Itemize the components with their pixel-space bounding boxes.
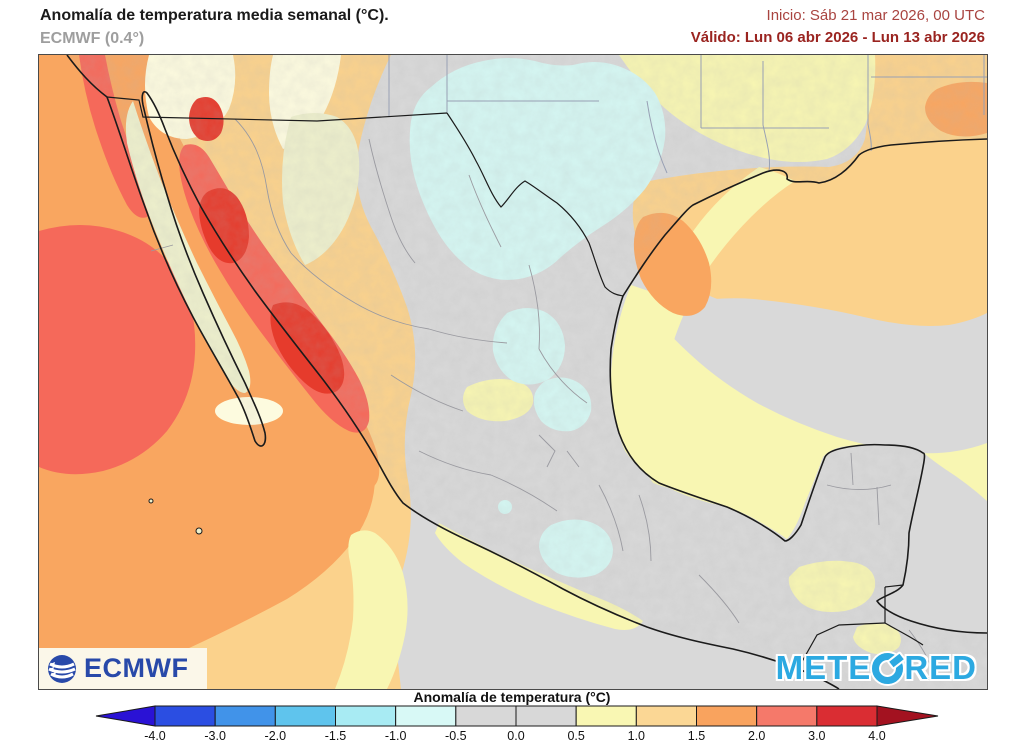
legend-title: Anomalía de temperatura (°C)	[413, 689, 611, 705]
ecmwf-emblem-icon	[48, 654, 76, 683]
svg-text:1.0: 1.0	[628, 729, 645, 743]
svg-text:-3.0: -3.0	[204, 729, 226, 743]
page-title: Anomalía de temperatura media semanal (°…	[40, 7, 389, 24]
init-datetime-label: Inicio: Sáb 21 mar 2026, 00 UTC	[766, 7, 985, 24]
anomaly-blob-salmon-california-coast	[79, 55, 150, 218]
international-borders	[106, 96, 924, 668]
meteored-logo-text-right: RED	[904, 649, 977, 686]
ecmwf-logo: ECMWF	[39, 648, 207, 689]
svg-text:1.5: 1.5	[688, 729, 705, 743]
basemap-svg	[39, 55, 987, 689]
anomaly-blob-yellow-tabasco	[645, 463, 757, 493]
terrain-hillshade	[67, 55, 987, 689]
svg-text:-2.0: -2.0	[265, 729, 287, 743]
svg-text:0.0: 0.0	[507, 729, 524, 743]
anomaly-blob-yellow-bottom-band	[335, 530, 408, 689]
anomaly-blob-yellow-tamaulipas-coast	[627, 167, 795, 509]
mx-state-borders	[150, 118, 932, 668]
svg-text:3.0: 3.0	[808, 729, 825, 743]
meteored-logo: METE RED	[776, 649, 977, 687]
coastline	[66, 55, 987, 689]
valid-range-label: Válido: Lun 06 abr 2026 - Lun 13 abr 202…	[690, 29, 985, 46]
anomaly-blob-gray-central-gulf	[651, 298, 987, 454]
ecmwf-logo-text: ECMWF	[84, 653, 189, 683]
island-dot-1	[195, 527, 203, 535]
model-subtitle: ECMWF (0.4°)	[40, 30, 145, 47]
anomaly-map: ECMWF METE RED	[38, 54, 988, 690]
island-dot-2	[148, 498, 154, 504]
svg-text:-0.5: -0.5	[445, 729, 467, 743]
svg-text:-4.0: -4.0	[144, 729, 166, 743]
svg-text:4.0: 4.0	[868, 729, 885, 743]
us-state-borders	[388, 55, 987, 174]
meteored-logo-text-left: METE	[775, 649, 872, 686]
legend-colorbar: -4.0 -3.0 -2.0 -1.5 -1.0 -0.5 0.0 0.5 1.0 1.5 2.0 3…	[95, 705, 939, 743]
svg-text:-1.5: -1.5	[325, 729, 347, 743]
svg-text:-1.0: -1.0	[385, 729, 407, 743]
svg-text:2.0: 2.0	[748, 729, 765, 743]
svg-text:0.5: 0.5	[567, 729, 584, 743]
meteored-o-icon	[872, 652, 904, 684]
anomaly-blob-orange-pacific	[39, 55, 375, 689]
anomaly-blob-salmon-pacific	[39, 225, 196, 475]
